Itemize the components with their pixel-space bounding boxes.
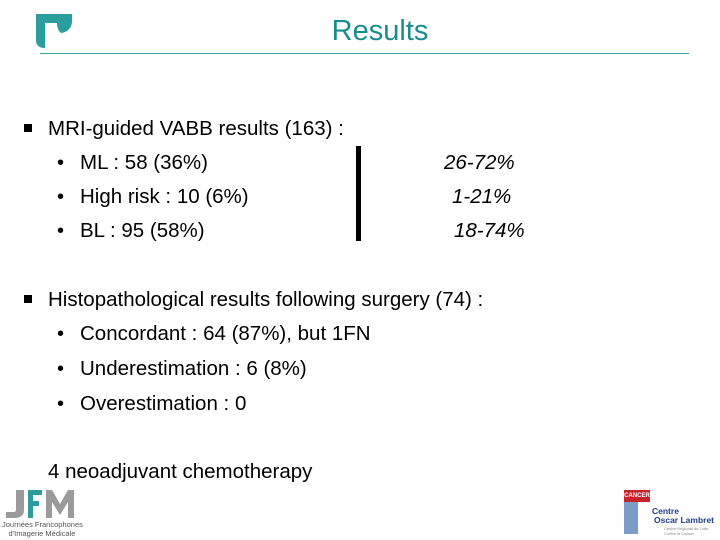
section1-heading: MRI-guided VABB results (163) : <box>48 117 344 140</box>
vertical-separator <box>356 146 361 241</box>
high-risk-range: 1-21% <box>452 185 512 208</box>
corner-logo-icon <box>36 14 72 48</box>
bullet-dot-icon: • <box>57 393 65 415</box>
logo-blue-block <box>624 502 638 534</box>
jfim-tagline-1: Journées Francophones <box>2 520 83 529</box>
ml-result: ML : 58 (36%) <box>80 151 208 174</box>
square-bullet-icon <box>24 124 32 132</box>
neoadjuvant-note: 4 neoadjuvant chemotherapy <box>48 460 313 483</box>
bl-range: 18-74% <box>454 219 525 242</box>
overestimation-result: Overestimation : 0 <box>80 392 247 415</box>
centre-name-1: Centre <box>652 506 679 516</box>
cancer-badge: CANCER <box>624 490 650 502</box>
page-title: Results <box>331 15 429 47</box>
centre-name-2: Oscar Lambret <box>654 515 714 525</box>
centre-sub-1: Centre Régional de Lutte <box>664 526 709 531</box>
bullet-dot-icon: • <box>57 220 65 242</box>
jfim-logo: Journées Francophones d'Imagerie Médical… <box>2 488 83 538</box>
bullet-dot-icon: • <box>57 152 65 174</box>
centre-oscar-lambret-logo: CANCER Centre Oscar Lambret Centre Régio… <box>624 490 714 536</box>
square-bullet-icon <box>24 295 32 303</box>
bullet-dot-icon: • <box>57 186 65 208</box>
bullet-dot-icon: • <box>57 323 65 345</box>
underestimation-result: Underestimation : 6 (8%) <box>80 357 307 380</box>
section2-heading: Histopathological results following surg… <box>48 288 484 311</box>
ml-range: 26-72% <box>444 151 515 174</box>
centre-sub-2: Contre le Cancer <box>664 531 695 536</box>
concordant-result: Concordant : 64 (87%), but 1FN <box>80 322 371 345</box>
jfim-tagline-2: d'Imagerie Médicale <box>8 529 76 538</box>
title-divider <box>40 53 689 54</box>
bullet-dot-icon: • <box>57 358 65 380</box>
bl-result: BL : 95 (58%) <box>80 219 205 242</box>
jfim-mark-icon <box>6 490 74 518</box>
high-risk-result: High risk : 10 (6%) <box>80 185 249 208</box>
